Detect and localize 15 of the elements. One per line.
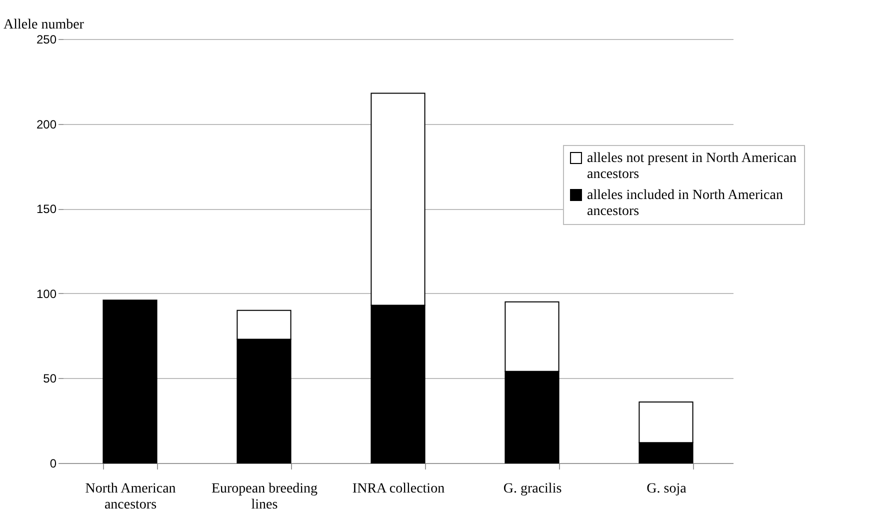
x-tick-label: G. gracilis	[503, 482, 562, 496]
y-tick-label: 200	[36, 117, 57, 132]
bar	[102, 300, 158, 464]
x-tick-label: G. soja	[646, 482, 688, 496]
legend-label: alleles not present in North American ancestors	[587, 151, 797, 182]
y-tick-label: 150	[36, 202, 57, 216]
x-tick-label: North American ancestors	[85, 482, 176, 512]
y-tick-label: 250	[36, 32, 57, 46]
legend-label: alleles included in North American ancestors	[587, 188, 783, 219]
x-tick-label: European breeding lines	[211, 482, 318, 512]
y-tick-label: 50	[43, 372, 57, 386]
y-tick-label: 0	[50, 456, 57, 470]
x-tick-label: INRA collection	[352, 482, 445, 496]
y-tick-label: 100	[36, 286, 57, 301]
y-axis-title: Allele number	[4, 18, 84, 32]
